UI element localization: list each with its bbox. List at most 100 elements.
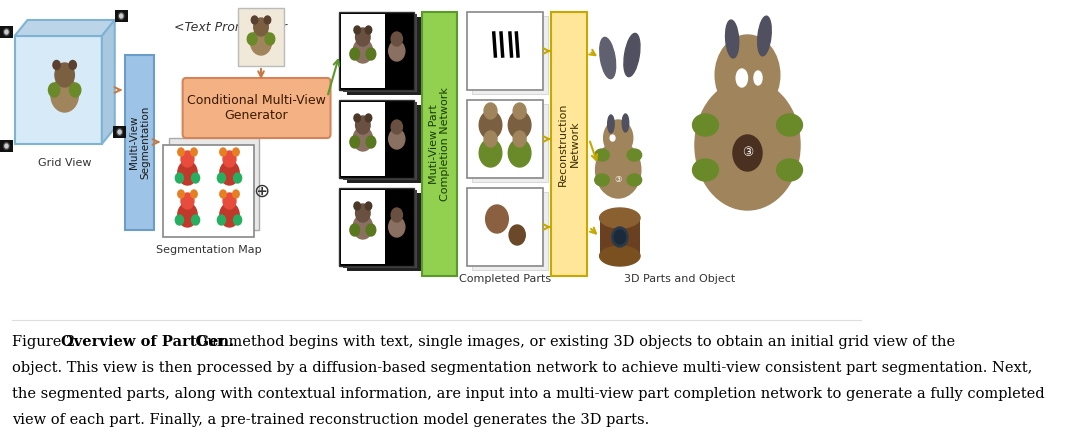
Bar <box>472 104 548 182</box>
Circle shape <box>391 32 403 46</box>
Circle shape <box>220 203 239 227</box>
Circle shape <box>355 28 370 46</box>
Circle shape <box>595 142 640 198</box>
Circle shape <box>365 26 372 34</box>
Circle shape <box>509 139 531 167</box>
Text: object. This view is then processed by a diffusion-based segmentation network to: object. This view is then processed by a… <box>12 361 1032 375</box>
Circle shape <box>350 136 360 148</box>
Text: ③: ③ <box>742 146 753 160</box>
Bar <box>467 100 543 178</box>
Bar <box>114 10 127 22</box>
Circle shape <box>220 190 227 198</box>
Circle shape <box>353 127 373 151</box>
Bar <box>341 102 386 176</box>
Bar <box>347 193 421 271</box>
Circle shape <box>389 41 405 61</box>
Circle shape <box>354 114 361 122</box>
Bar <box>0 140 13 152</box>
Circle shape <box>178 203 198 227</box>
Circle shape <box>509 111 531 139</box>
Ellipse shape <box>627 149 642 161</box>
Text: ③: ③ <box>615 175 622 184</box>
Text: the segmented parts, along with contextual information, are input into a multi-v: the segmented parts, along with contextu… <box>12 387 1044 401</box>
Circle shape <box>513 103 526 119</box>
Circle shape <box>480 111 502 139</box>
Circle shape <box>181 151 194 167</box>
Bar <box>472 192 548 270</box>
Circle shape <box>191 215 200 225</box>
Ellipse shape <box>777 114 802 136</box>
Ellipse shape <box>754 71 762 85</box>
Ellipse shape <box>599 38 616 79</box>
Ellipse shape <box>595 174 609 186</box>
Text: Grid View: Grid View <box>38 158 92 168</box>
Ellipse shape <box>608 115 615 133</box>
Circle shape <box>178 161 198 185</box>
Polygon shape <box>14 20 114 36</box>
Circle shape <box>513 131 526 147</box>
Circle shape <box>181 193 194 209</box>
Circle shape <box>355 204 370 222</box>
Bar <box>467 12 543 90</box>
Ellipse shape <box>777 159 802 181</box>
Text: Figure 2.: Figure 2. <box>12 335 80 349</box>
Circle shape <box>119 12 124 19</box>
Circle shape <box>178 148 185 156</box>
Bar <box>599 218 640 256</box>
Circle shape <box>366 136 376 148</box>
Circle shape <box>366 48 376 60</box>
Text: Reconstruction
Network: Reconstruction Network <box>558 102 580 186</box>
Ellipse shape <box>692 114 718 136</box>
Bar <box>339 188 414 266</box>
Ellipse shape <box>615 230 625 244</box>
Circle shape <box>484 131 497 147</box>
Bar <box>125 55 154 230</box>
Bar <box>341 190 386 264</box>
Ellipse shape <box>622 114 629 132</box>
Circle shape <box>254 18 268 36</box>
Circle shape <box>49 83 59 97</box>
Bar <box>342 14 417 92</box>
Circle shape <box>353 39 373 63</box>
Circle shape <box>175 215 184 225</box>
Circle shape <box>191 190 198 198</box>
Ellipse shape <box>758 16 771 56</box>
Circle shape <box>365 202 372 210</box>
Circle shape <box>389 129 405 149</box>
Circle shape <box>350 48 360 60</box>
Circle shape <box>604 120 633 156</box>
Circle shape <box>191 148 198 156</box>
Circle shape <box>117 129 122 136</box>
Bar <box>0 26 13 38</box>
Bar <box>347 105 421 183</box>
Text: Multi-View
Segmentation: Multi-View Segmentation <box>129 105 150 179</box>
Circle shape <box>69 83 81 97</box>
Circle shape <box>355 116 370 134</box>
Text: Overview of PartGen.: Overview of PartGen. <box>60 335 233 349</box>
Circle shape <box>365 114 372 122</box>
Circle shape <box>484 103 497 119</box>
Bar <box>342 102 417 180</box>
Circle shape <box>191 173 200 183</box>
Circle shape <box>354 202 361 210</box>
Bar <box>239 8 284 66</box>
Ellipse shape <box>595 149 609 161</box>
Circle shape <box>480 139 502 167</box>
Circle shape <box>232 190 239 198</box>
Circle shape <box>733 135 762 171</box>
Circle shape <box>694 80 800 210</box>
Bar <box>347 17 421 95</box>
Bar <box>342 190 417 268</box>
Circle shape <box>4 144 8 148</box>
Text: <Text Prompt> or: <Text Prompt> or <box>174 22 287 34</box>
Circle shape <box>51 78 79 112</box>
Circle shape <box>220 161 239 185</box>
Text: Muti-View Part
Completion Network: Muti-View Part Completion Network <box>429 87 450 201</box>
Circle shape <box>232 148 239 156</box>
Bar <box>163 145 254 237</box>
Circle shape <box>233 173 242 183</box>
Ellipse shape <box>726 20 739 58</box>
Circle shape <box>366 224 376 236</box>
Circle shape <box>224 151 235 167</box>
Ellipse shape <box>611 227 627 247</box>
